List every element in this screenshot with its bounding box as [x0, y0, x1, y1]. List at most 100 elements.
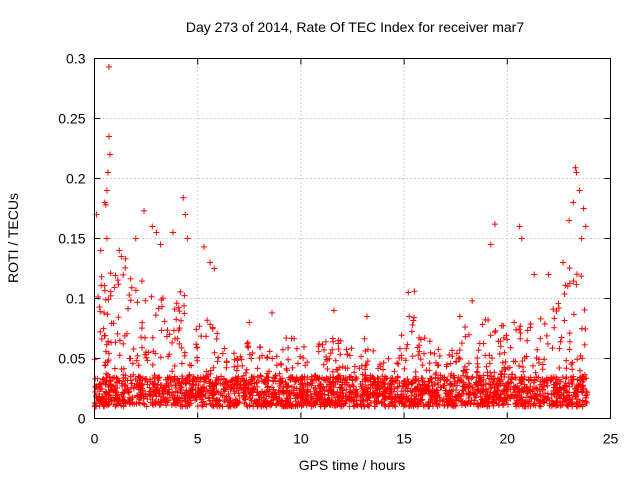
data-point: [335, 337, 342, 344]
data-point: [495, 338, 502, 345]
data-point: [111, 397, 118, 404]
data-point: [565, 403, 572, 410]
data-point: [582, 325, 589, 332]
data-point: [112, 389, 119, 396]
data-point: [205, 395, 212, 402]
data-point: [96, 382, 103, 389]
data-point: [530, 379, 537, 386]
data-point: [138, 325, 145, 332]
data-point: [434, 362, 441, 369]
data-point: [176, 395, 183, 402]
y-tick-label: 0.3: [66, 51, 86, 67]
data-point: [536, 388, 543, 395]
data-point: [238, 356, 245, 363]
data-point: [318, 395, 325, 402]
data-point: [503, 332, 510, 339]
data-point: [518, 235, 525, 242]
data-point: [197, 374, 204, 381]
data-point: [507, 344, 514, 351]
data-point: [517, 380, 524, 387]
data-point: [169, 339, 176, 346]
data-point: [184, 235, 191, 242]
data-point: [566, 338, 573, 345]
data-point: [308, 373, 315, 380]
data-point: [154, 386, 161, 393]
data-point: [579, 389, 586, 396]
data-point: [173, 316, 180, 323]
data-point: [551, 315, 558, 322]
data-point: [362, 362, 369, 369]
data-point: [419, 382, 426, 389]
data-point: [584, 391, 591, 398]
data-point: [157, 241, 164, 248]
data-point: [104, 311, 111, 318]
data-point: [518, 394, 525, 401]
data-point: [209, 325, 216, 332]
data-point: [474, 369, 481, 376]
data-point: [441, 382, 448, 389]
data-point: [400, 403, 407, 410]
data-point: [106, 391, 113, 398]
data-point: [105, 133, 112, 140]
data-point: [544, 340, 551, 347]
data-point: [103, 187, 110, 194]
data-point: [449, 353, 456, 360]
data-point: [367, 399, 374, 406]
data-point: [574, 388, 581, 395]
data-point: [133, 357, 140, 364]
data-point: [143, 354, 150, 361]
data-point: [272, 378, 279, 385]
data-point: [99, 376, 106, 383]
data-point: [127, 297, 134, 304]
data-point: [563, 357, 570, 364]
data-point: [482, 316, 489, 323]
data-point: [193, 326, 200, 333]
data-point: [561, 290, 568, 297]
data-point: [141, 376, 148, 383]
data-point: [227, 395, 234, 402]
data-point: [462, 333, 469, 340]
data-point: [283, 381, 290, 388]
data-point: [570, 278, 577, 285]
data-point: [320, 384, 327, 391]
data-point: [563, 402, 570, 409]
data-point: [194, 357, 201, 364]
data-point: [127, 275, 134, 282]
data-point: [423, 367, 430, 374]
data-point: [282, 397, 289, 404]
data-point: [577, 352, 584, 359]
data-point: [120, 271, 127, 278]
data-point: [408, 328, 415, 335]
y-tick-label: 0: [78, 411, 86, 427]
data-point: [138, 394, 145, 401]
data-point: [556, 364, 563, 371]
data-point: [257, 391, 264, 398]
x-tick-label: 0: [91, 431, 99, 447]
data-point: [321, 399, 328, 406]
data-point: [231, 381, 238, 388]
data-point: [201, 401, 208, 408]
x-tick-label: 25: [603, 431, 619, 447]
data-point: [551, 324, 558, 331]
data-point: [278, 361, 285, 368]
data-point: [509, 371, 516, 378]
data-point: [331, 391, 338, 398]
data-point: [563, 365, 570, 372]
data-point: [449, 393, 456, 400]
data-point: [491, 375, 498, 382]
data-point: [92, 389, 99, 396]
data-point: [375, 382, 382, 389]
data-point: [404, 341, 411, 348]
data-point: [231, 350, 238, 357]
data-point: [156, 374, 163, 381]
data-point: [364, 358, 371, 365]
data-point: [152, 391, 159, 398]
data-point: [359, 396, 366, 403]
data-point: [527, 324, 534, 331]
data-point: [181, 302, 188, 309]
data-point: [380, 366, 387, 373]
data-point: [92, 384, 99, 391]
data-point: [248, 355, 255, 362]
data-point: [215, 354, 222, 361]
x-axis-label: GPS time / hours: [299, 457, 406, 473]
